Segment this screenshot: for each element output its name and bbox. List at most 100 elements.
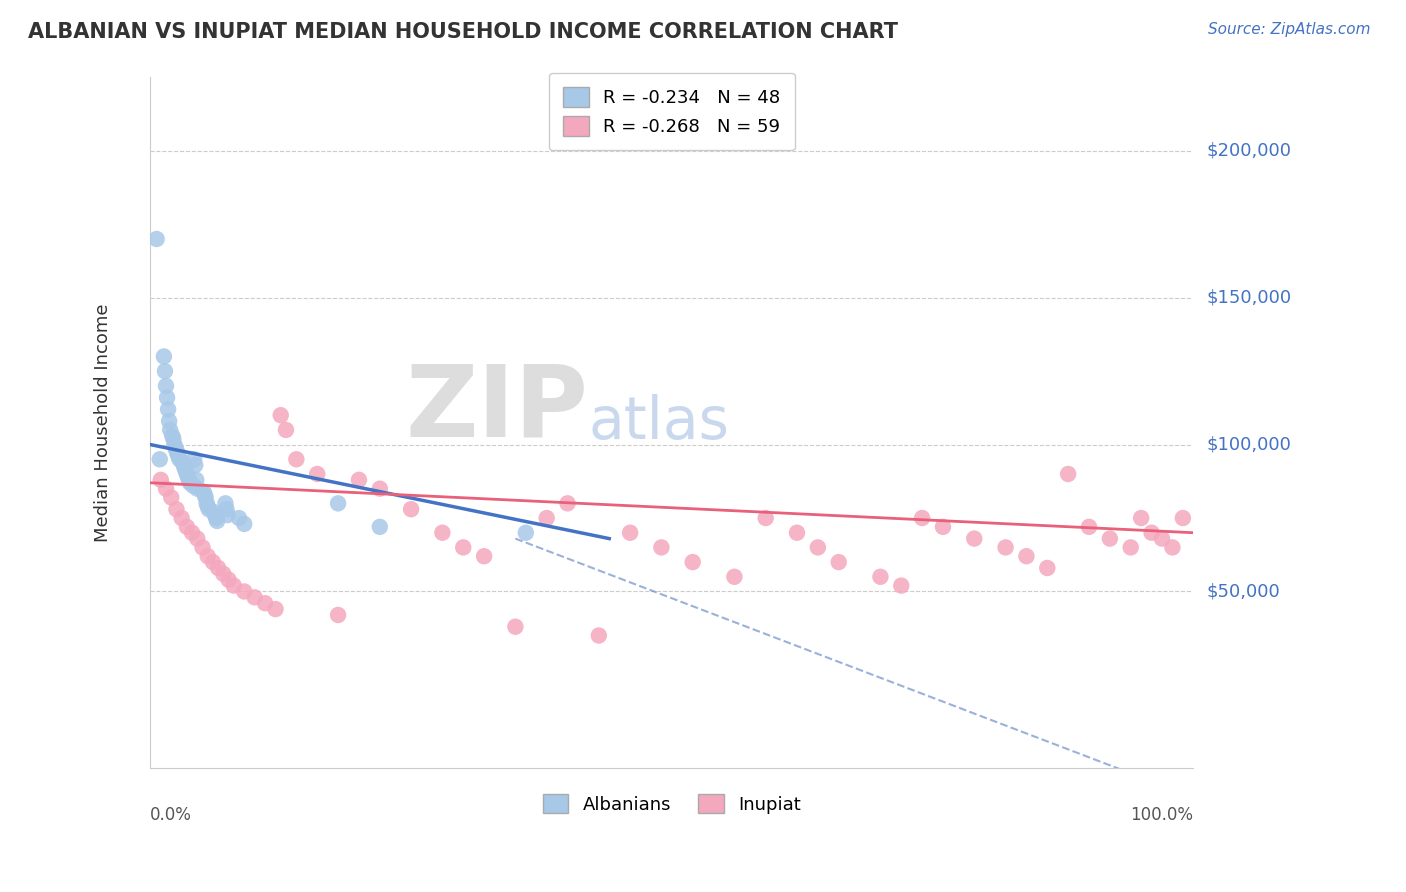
Text: ALBANIAN VS INUPIAT MEDIAN HOUSEHOLD INCOME CORRELATION CHART: ALBANIAN VS INUPIAT MEDIAN HOUSEHOLD INC…: [28, 22, 898, 42]
Point: [233, 516, 256, 531]
Point: [176, 467, 198, 481]
Point: [153, 364, 176, 378]
Point: [177, 470, 200, 484]
Point: [505, 620, 527, 634]
Point: [186, 473, 208, 487]
Point: [201, 555, 224, 569]
Text: $150,000: $150,000: [1206, 289, 1292, 307]
Point: [162, 432, 184, 446]
Point: [828, 555, 851, 569]
Point: [619, 525, 641, 540]
Point: [932, 520, 955, 534]
Point: [650, 541, 672, 555]
Point: [1150, 532, 1173, 546]
Point: [167, 450, 190, 464]
Text: Source: ZipAtlas.com: Source: ZipAtlas.com: [1208, 22, 1371, 37]
Point: [557, 496, 579, 510]
Text: Median Household Income: Median Household Income: [94, 303, 112, 541]
Point: [165, 441, 187, 455]
Point: [197, 500, 219, 514]
Point: [368, 482, 391, 496]
Point: [202, 505, 225, 519]
Point: [177, 473, 200, 487]
Point: [165, 443, 187, 458]
Point: [1015, 549, 1038, 564]
Point: [1140, 525, 1163, 540]
Point: [786, 525, 808, 540]
Point: [228, 511, 250, 525]
Point: [186, 532, 208, 546]
Legend: Albanians, Inupiat: Albanians, Inupiat: [536, 787, 808, 821]
Point: [165, 502, 187, 516]
Point: [399, 502, 422, 516]
Point: [214, 496, 236, 510]
Point: [432, 525, 454, 540]
Point: [191, 541, 214, 555]
Point: [515, 525, 537, 540]
Point: [149, 452, 172, 467]
Point: [155, 482, 177, 496]
Point: [254, 596, 277, 610]
Point: [588, 628, 610, 642]
Point: [160, 491, 183, 505]
Point: [174, 464, 197, 478]
Point: [1130, 511, 1153, 525]
Point: [274, 423, 297, 437]
Point: [890, 578, 912, 592]
Text: $50,000: $50,000: [1206, 582, 1281, 600]
Point: [163, 437, 186, 451]
Point: [963, 532, 986, 546]
Point: [326, 496, 349, 510]
Point: [156, 391, 179, 405]
Point: [270, 409, 292, 423]
Point: [194, 487, 217, 501]
Point: [181, 525, 204, 540]
Point: [205, 514, 228, 528]
Point: [347, 473, 370, 487]
Point: [197, 549, 219, 564]
Point: [217, 508, 239, 522]
Point: [1036, 561, 1059, 575]
Point: [155, 379, 177, 393]
Point: [326, 607, 349, 622]
Point: [162, 429, 184, 443]
Point: [186, 482, 208, 496]
Point: [204, 508, 226, 522]
Point: [195, 496, 218, 510]
Point: [368, 520, 391, 534]
Text: $100,000: $100,000: [1206, 435, 1292, 454]
Point: [1098, 532, 1121, 546]
Point: [172, 455, 194, 469]
Point: [194, 491, 217, 505]
Point: [307, 467, 329, 481]
Point: [193, 484, 215, 499]
Point: [451, 541, 474, 555]
Point: [170, 511, 193, 525]
Point: [1078, 520, 1101, 534]
Point: [212, 566, 235, 581]
Point: [179, 475, 201, 490]
Point: [197, 502, 219, 516]
Point: [472, 549, 495, 564]
Text: 0.0%: 0.0%: [150, 805, 193, 823]
Point: [233, 584, 256, 599]
Point: [149, 473, 172, 487]
Point: [911, 511, 934, 525]
Point: [169, 452, 191, 467]
Point: [285, 452, 308, 467]
Point: [682, 555, 704, 569]
Point: [215, 502, 238, 516]
Point: [1161, 541, 1184, 555]
Point: [755, 511, 778, 525]
Point: [264, 602, 287, 616]
Point: [536, 511, 558, 525]
Point: [159, 423, 181, 437]
Point: [994, 541, 1017, 555]
Point: [157, 414, 180, 428]
Point: [181, 479, 204, 493]
Point: [207, 561, 229, 575]
Point: [166, 446, 188, 460]
Point: [218, 573, 240, 587]
Point: [145, 232, 167, 246]
Point: [1057, 467, 1080, 481]
